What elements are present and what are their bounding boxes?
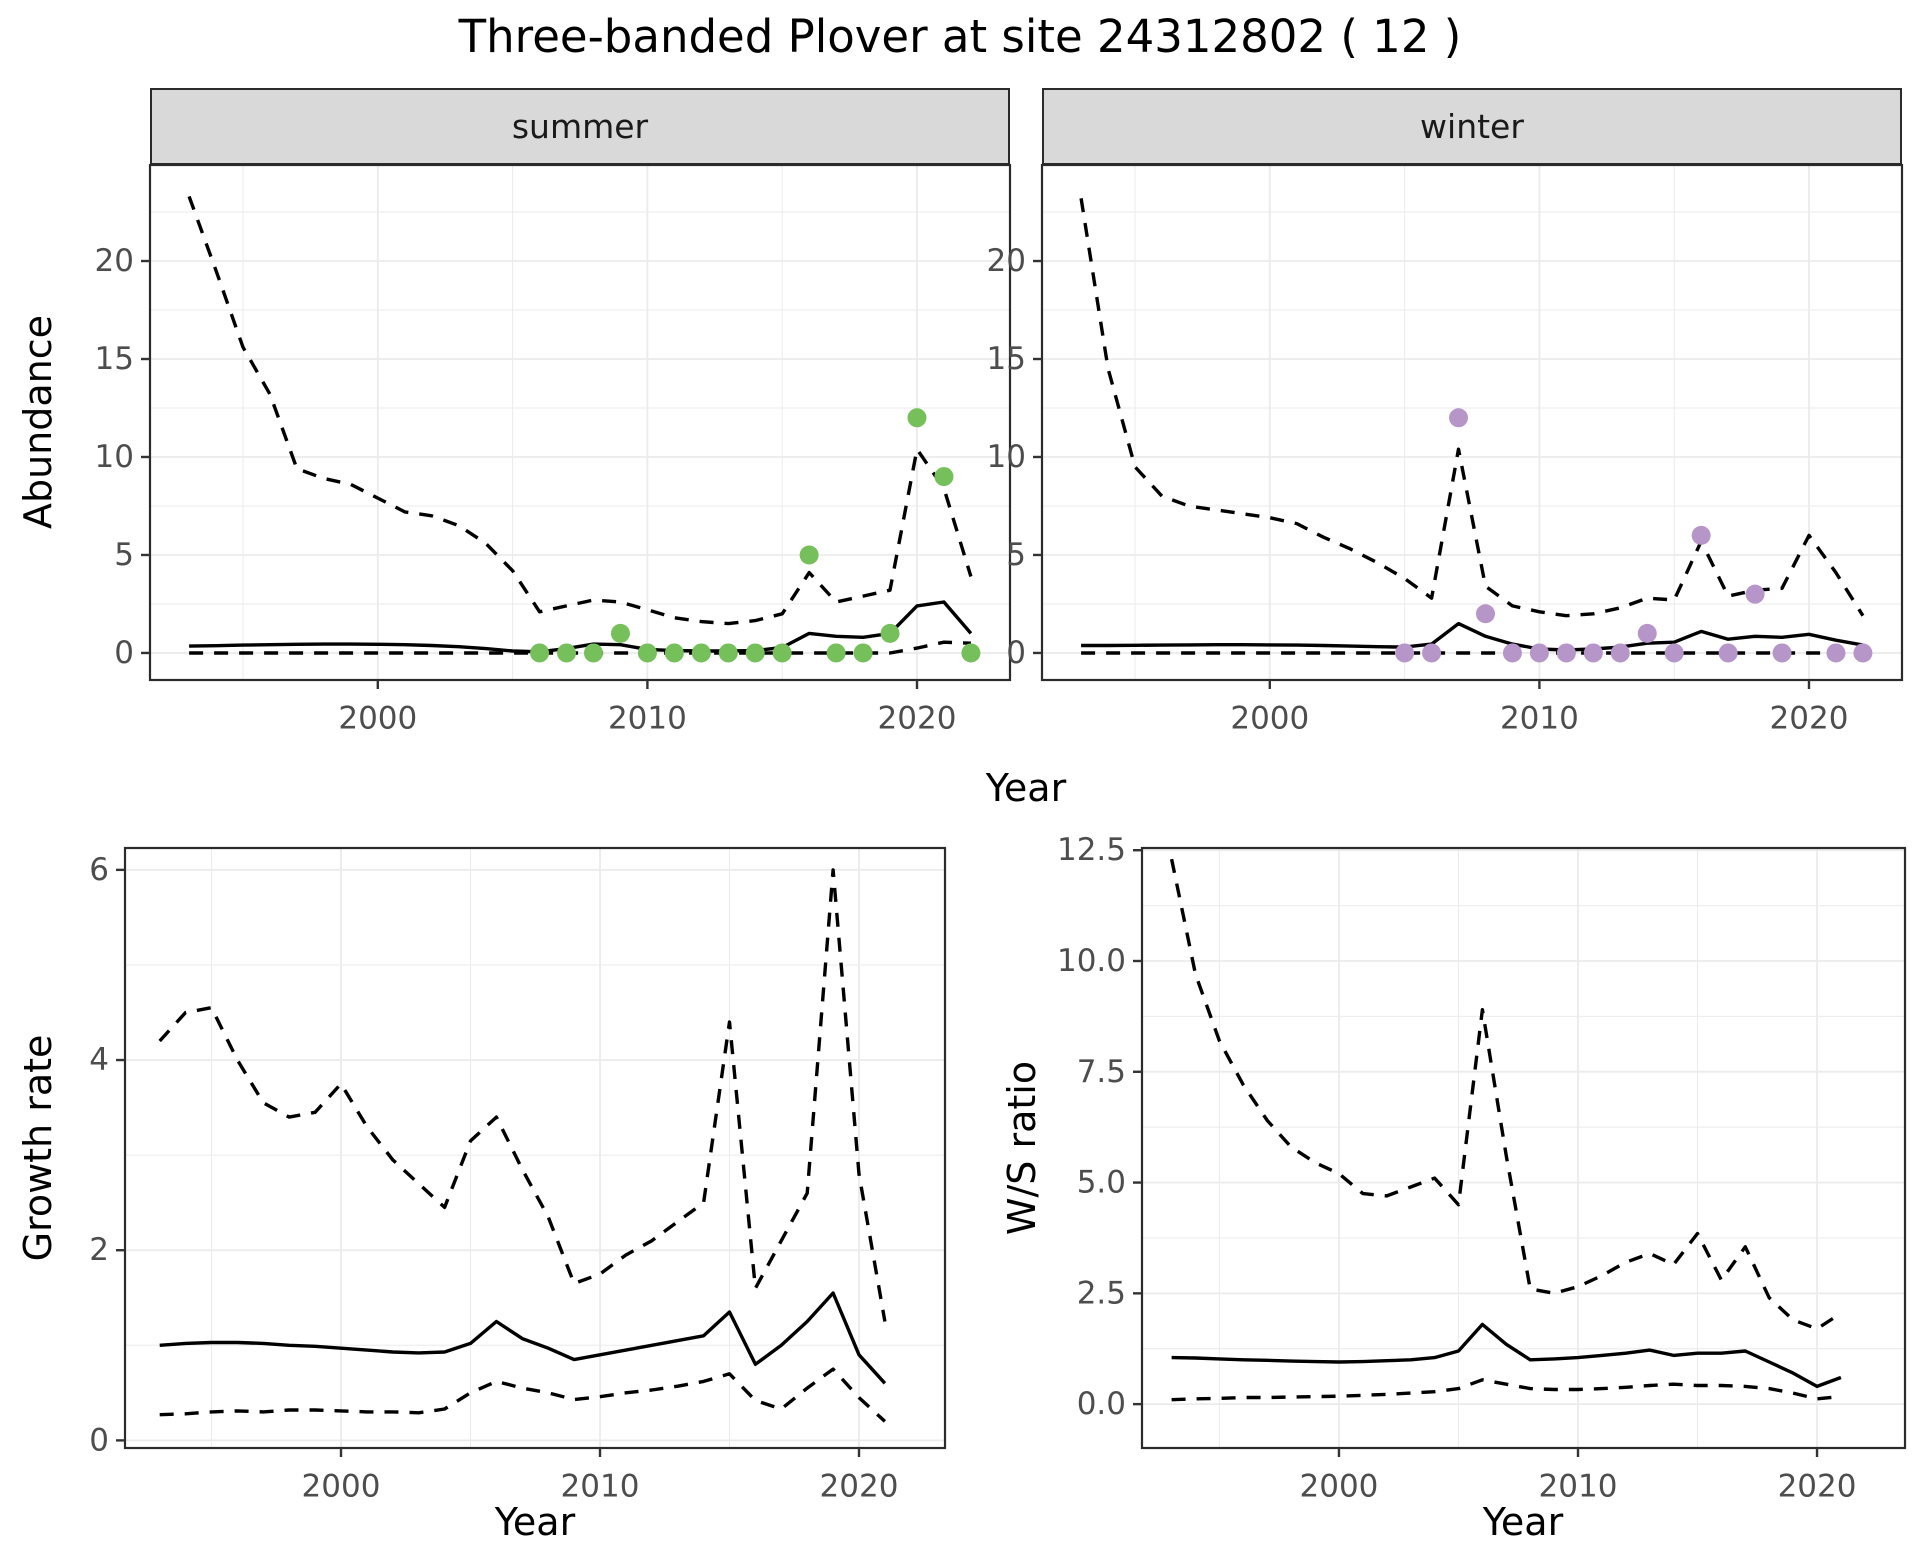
y-tick-label: 5.0 [1077, 1165, 1126, 1201]
data-point-winter-observed-counts [1583, 643, 1603, 663]
data-point-summer-observed-counts [583, 643, 603, 663]
series-line-mean [189, 600, 973, 654]
data-point-winter-observed-counts [1745, 584, 1765, 604]
x-tick-label: 2010 [608, 700, 687, 736]
y-axis-title-abundance: Abundance [16, 314, 60, 530]
series-line-mean [159, 1291, 887, 1385]
panel-ws-ratio: 2000 2010 2020 0.0 2.5 5.0 7.5 10.0 12.5 [1057, 832, 1907, 1504]
facet-strip-summer-label: summer [511, 107, 649, 146]
data-point-summer-observed-counts [691, 643, 711, 663]
series-line-lower_ci [159, 1367, 887, 1423]
series-line-mean [1081, 621, 1864, 652]
data-point-summer-observed-counts [907, 408, 927, 428]
y-tick-label: 5 [114, 537, 134, 573]
y-tick-label: 4 [89, 1042, 109, 1078]
y-tick-label: 7.5 [1077, 1054, 1126, 1090]
y-tick-label: 15 [987, 341, 1026, 377]
data-point-summer-observed-counts [718, 643, 738, 663]
panel-background [1042, 165, 1902, 680]
y-tick-label: 0 [1006, 635, 1026, 671]
panel-background [125, 848, 945, 1448]
y-tick-label: 0 [114, 635, 134, 671]
series-line-lower_ci [1171, 1378, 1842, 1402]
series-line-upper_ci [1169, 858, 1842, 1331]
series-line-upper_ci [1079, 198, 1865, 618]
data-point-winter-observed-counts [1772, 643, 1792, 663]
panel-growth-rate: 2000 2010 2020 0 2 4 6 [89, 846, 947, 1504]
data-point-summer-observed-counts [610, 623, 630, 643]
data-point-winter-observed-counts [1664, 643, 1684, 663]
data-point-winter-observed-counts [1529, 643, 1549, 663]
page-title: Three-banded Plover at site 24312802 ( 1… [458, 10, 1462, 63]
x-tick-label: 2020 [1778, 1468, 1857, 1504]
x-tick-label: 2020 [820, 1468, 899, 1504]
y-tick-label: 2.5 [1077, 1275, 1126, 1311]
x-axis-title-year-ws: Year [1482, 1500, 1564, 1544]
x-tick-label: 2010 [561, 1468, 640, 1504]
data-point-summer-observed-counts [934, 467, 954, 487]
data-point-winter-observed-counts [1422, 643, 1442, 663]
data-point-winter-observed-counts [1691, 525, 1711, 545]
panel-abundance-summer: 2000 2010 2020 0 5 10 15 20 [95, 163, 1012, 736]
series-line-upper_ci [187, 195, 973, 626]
series-line-mean [1171, 1322, 1842, 1389]
y-tick-label: 12.5 [1057, 832, 1126, 868]
x-tick-label: 2000 [1300, 1468, 1379, 1504]
data-point-winter-observed-counts [1826, 643, 1846, 663]
x-tick-label: 2000 [1230, 700, 1309, 736]
x-tick-label: 2020 [1770, 700, 1849, 736]
y-tick-label: 20 [95, 243, 134, 279]
data-point-summer-observed-counts [745, 643, 765, 663]
data-point-winter-observed-counts [1449, 408, 1469, 428]
x-tick-label: 2000 [338, 700, 417, 736]
y-tick-label: 10 [987, 439, 1026, 475]
x-axis-title-year-top: Year [985, 766, 1067, 810]
panel-border [123, 846, 947, 1450]
facet-strip-winter-label: winter [1420, 107, 1524, 146]
facet-strip-winter: winter [1042, 88, 1902, 165]
data-point-summer-observed-counts [853, 643, 873, 663]
y-tick-label: 10.0 [1057, 943, 1126, 979]
panel-abundance-winter: 2000 2010 2020 0 5 10 15 20 [987, 163, 1904, 736]
y-tick-label: 0.0 [1077, 1386, 1126, 1422]
x-tick-label: 2010 [1500, 700, 1579, 736]
data-point-winter-observed-counts [1556, 643, 1576, 663]
y-axis-title-ws-ratio: W/S ratio [1000, 1060, 1044, 1236]
data-point-summer-observed-counts [530, 643, 550, 663]
data-point-summer-observed-counts [772, 643, 792, 663]
data-point-summer-observed-counts [664, 643, 684, 663]
x-tick-label: 2000 [302, 1468, 381, 1504]
data-point-summer-observed-counts [826, 643, 846, 663]
x-tick-label: 2020 [878, 700, 957, 736]
data-point-winter-observed-counts [1637, 623, 1657, 643]
panel-border [1040, 163, 1904, 682]
data-point-summer-observed-counts [880, 623, 900, 643]
data-point-summer-observed-counts [557, 643, 577, 663]
y-tick-label: 6 [89, 852, 109, 888]
panel-background [1142, 848, 1905, 1448]
y-tick-label: 10 [95, 439, 134, 475]
data-point-winter-observed-counts [1610, 643, 1630, 663]
data-point-winter-observed-counts [1853, 643, 1873, 663]
data-point-summer-observed-counts [799, 545, 819, 565]
data-point-winter-observed-counts [1395, 643, 1415, 663]
x-tick-label: 2010 [1539, 1468, 1618, 1504]
data-point-summer-observed-counts [637, 643, 657, 663]
data-point-winter-observed-counts [1502, 643, 1522, 663]
facet-strip-summer: summer [150, 88, 1010, 165]
y-tick-label: 2 [89, 1232, 109, 1268]
y-tick-label: 0 [89, 1422, 109, 1458]
data-point-winter-observed-counts [1718, 643, 1738, 663]
y-tick-label: 20 [987, 243, 1026, 279]
data-point-winter-observed-counts [1475, 604, 1495, 624]
y-axis-title-growth-rate: Growth rate [16, 1034, 60, 1262]
y-tick-label: 15 [95, 341, 134, 377]
y-tick-label: 5 [1006, 537, 1026, 573]
data-point-summer-observed-counts [961, 643, 981, 663]
x-axis-title-year-growth: Year [494, 1500, 576, 1544]
panel-border [148, 163, 1012, 682]
panel-border [1140, 846, 1907, 1450]
